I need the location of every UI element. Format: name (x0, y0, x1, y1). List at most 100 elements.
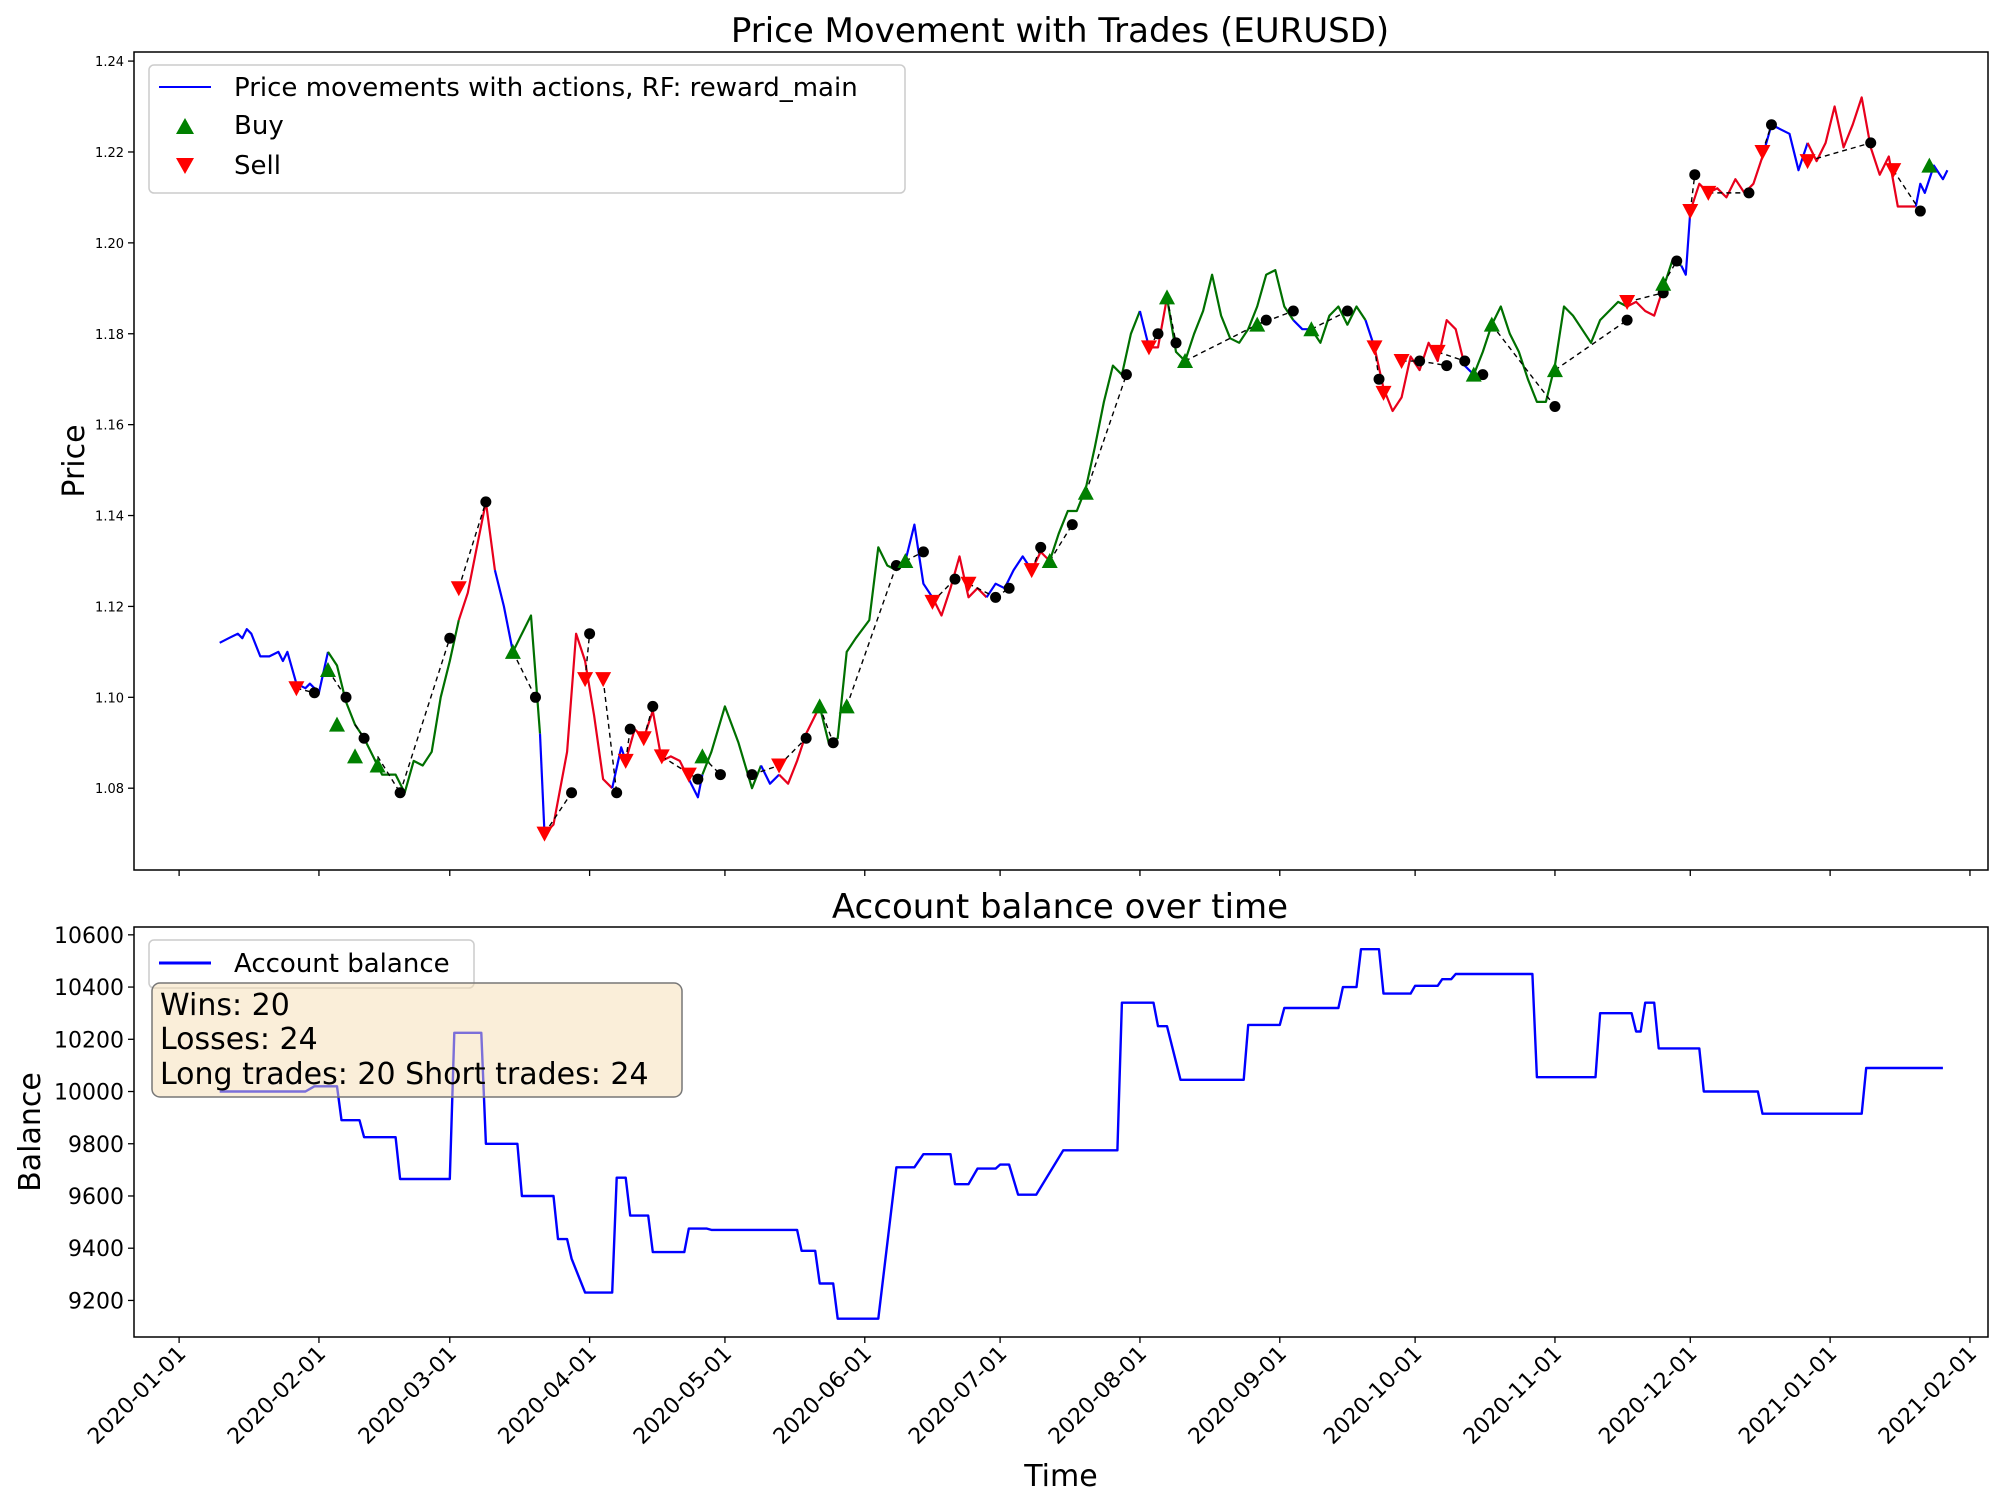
sell-marker (617, 753, 634, 769)
exit-marker (990, 591, 1002, 603)
exit-marker (1743, 187, 1755, 199)
price-y-tick-label: 1.20 (95, 237, 124, 252)
exit-marker (611, 787, 623, 799)
trade-link (458, 501, 487, 589)
balance-y-axis-label: Balance (13, 1072, 48, 1192)
exit-marker (1865, 137, 1877, 149)
buy-marker (319, 662, 336, 678)
trade-link (643, 706, 654, 739)
price-segment-flat (985, 555, 1033, 598)
exit-marker (480, 496, 492, 508)
sell-marker (960, 576, 977, 592)
price-segment-long (1472, 305, 1556, 403)
buy-marker (1303, 321, 1320, 337)
exit-marker (1689, 169, 1701, 181)
trade-link (1311, 310, 1348, 330)
exit-marker (714, 769, 726, 781)
price-segment-flat (219, 627, 330, 694)
balance-plot-frame (133, 926, 1989, 1338)
buy-marker (504, 643, 521, 659)
price-y-axis: 1.08 1.10 1.12 1.14 1.16 1.18 1.20 1.22 1.24 (95, 55, 134, 797)
buy-marker (811, 698, 828, 714)
buy-marker (838, 698, 855, 714)
buy-marker (1546, 362, 1563, 378)
buy-marker (369, 757, 386, 773)
exit-marker (584, 628, 596, 640)
price-segment-flat (538, 733, 546, 834)
trade-link (543, 792, 573, 835)
sell-marker (635, 731, 652, 747)
price-segment-flat (493, 569, 514, 653)
stats-wins: Wins: 20 (160, 988, 290, 1023)
balance-y-tick-label: 10400 (54, 976, 124, 1001)
sell-marker (595, 672, 612, 688)
exit-marker (1765, 119, 1777, 131)
sell-marker (450, 581, 467, 597)
sell-marker (1375, 385, 1392, 401)
balance-y-axis: 9200 9400 9600 9800 10000 10200 10400 10600 (54, 924, 134, 1314)
stats-losses: Losses: 24 (160, 1022, 318, 1057)
balance-y-tick-label: 10600 (54, 924, 124, 949)
exit-marker (358, 732, 370, 744)
exit-marker (1287, 305, 1299, 317)
trade-link (602, 679, 618, 793)
exit-marker (1459, 355, 1471, 367)
exit-marker (1170, 337, 1182, 349)
sell-marker (536, 826, 553, 842)
exit-marker (1477, 369, 1489, 381)
sell-marker (653, 749, 670, 765)
balance-line (219, 948, 1943, 1320)
exit-marker (1914, 205, 1926, 217)
exit-marker (1671, 255, 1683, 267)
exit-marker (1003, 582, 1015, 594)
price-y-tick-label: 1.08 (95, 782, 124, 797)
price-chart-title: Price Movement with Trades (EURUSD) (731, 11, 1389, 51)
exit-marker (917, 546, 929, 558)
price-segment-short (543, 632, 613, 835)
price-segment-long (1048, 310, 1141, 562)
legend-label-price: Price movements with actions, RF: reward… (234, 73, 858, 103)
trade-link (1689, 174, 1696, 212)
sell-marker (1700, 185, 1717, 201)
price-legend: Price movements with actions, RF: reward… (148, 64, 906, 194)
buy-marker (1077, 484, 1094, 500)
balance-lines (219, 948, 1943, 1320)
exit-marker (1441, 360, 1453, 372)
sell-marker (1619, 294, 1636, 310)
trade-link (1085, 374, 1128, 494)
exit-marker (1066, 519, 1078, 531)
trade-link (1437, 351, 1465, 362)
buy-marker (1159, 289, 1176, 305)
price-y-tick-label: 1.18 (95, 328, 124, 343)
price-legend-frame (148, 64, 906, 194)
buy-markers (319, 157, 1938, 773)
trade-link (846, 565, 898, 707)
trade-link (1807, 142, 1871, 162)
sell-marker (924, 594, 941, 610)
trade-link (376, 756, 401, 794)
exit-marker (800, 732, 812, 744)
exit-marker (1152, 328, 1164, 340)
price-segment-long (511, 614, 542, 734)
trade-link (584, 633, 591, 680)
exit-marker (949, 573, 961, 585)
legend-label-sell: Sell (234, 151, 281, 181)
exit-marker (624, 723, 636, 735)
sell-marker (577, 672, 594, 688)
balance-legend: Account balance (148, 939, 475, 989)
trade-link (1626, 292, 1664, 303)
exit-marker (1035, 541, 1047, 553)
sell-marker (1393, 354, 1410, 370)
exit-markers (308, 119, 1926, 799)
stats-trades: Long trades: 20 Short trades: 24 (160, 1057, 649, 1092)
price-y-tick-label: 1.10 (95, 691, 124, 706)
price-y-tick-label: 1.14 (95, 510, 124, 525)
price-segment-short (778, 705, 821, 785)
legend-label-balance: Account balance (234, 949, 450, 979)
trade-link (661, 755, 699, 780)
trade-link (399, 638, 451, 793)
sell-marker (1429, 344, 1446, 360)
balance-chart-title: Account balance over time (832, 887, 1288, 927)
